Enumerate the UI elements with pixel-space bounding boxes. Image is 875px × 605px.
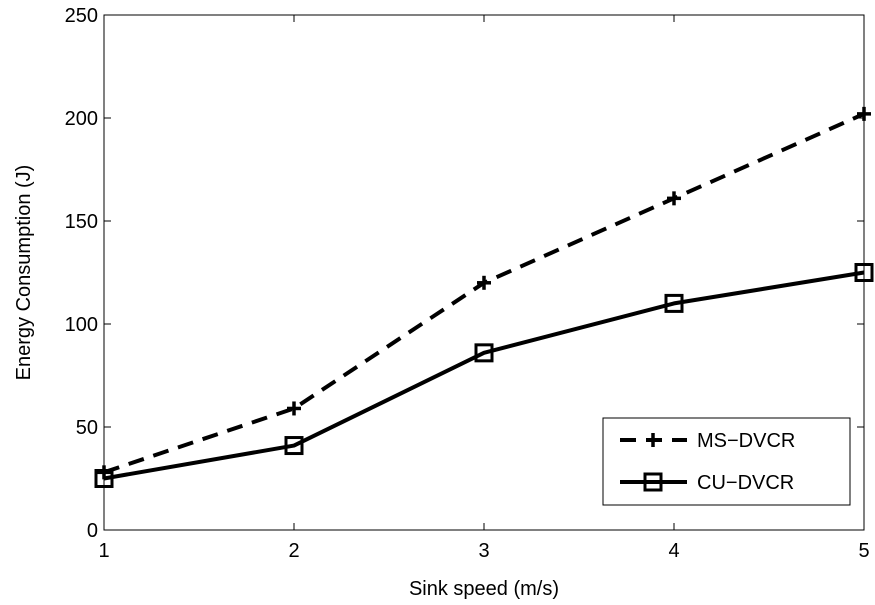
data-point [94,469,114,488]
x-tick-label: 4 [668,540,679,562]
data-point [474,343,494,363]
y-tick-label: 200 [65,108,98,130]
legend-item: CU−DVCR [620,472,794,494]
x-tick-label: 3 [478,540,489,562]
x-tick-label: 2 [288,540,299,562]
y-tick-label: 150 [65,211,98,233]
legend-marker [643,472,663,492]
series-line [103,270,865,481]
data-point [287,401,301,416]
y-tick-label: 0 [87,520,98,542]
data-point [854,263,874,282]
legend-label: CU−DVCR [697,472,794,494]
y-tick-label: 100 [65,314,98,336]
y-axis-label: Energy Consumption (J) [13,165,35,381]
legend: MS−DVCR CU−DVCR [602,417,851,506]
y-tick-label: 250 [65,5,98,27]
legend-item: MS−DVCR [620,430,795,452]
data-point [284,436,304,456]
x-tick-label: 5 [858,540,869,562]
x-tick-label: 1 [98,540,109,562]
data-point [857,106,871,121]
legend-label: MS−DVCR [697,430,795,452]
data-point [667,191,681,206]
legend-marker [646,433,660,447]
series-2 [94,263,874,488]
y-tick-label: 50 [76,417,98,439]
series-layer [94,106,874,488]
data-point [664,293,684,313]
data-point [477,275,491,290]
x-axis-label: Sink speed (m/s) [409,578,559,600]
